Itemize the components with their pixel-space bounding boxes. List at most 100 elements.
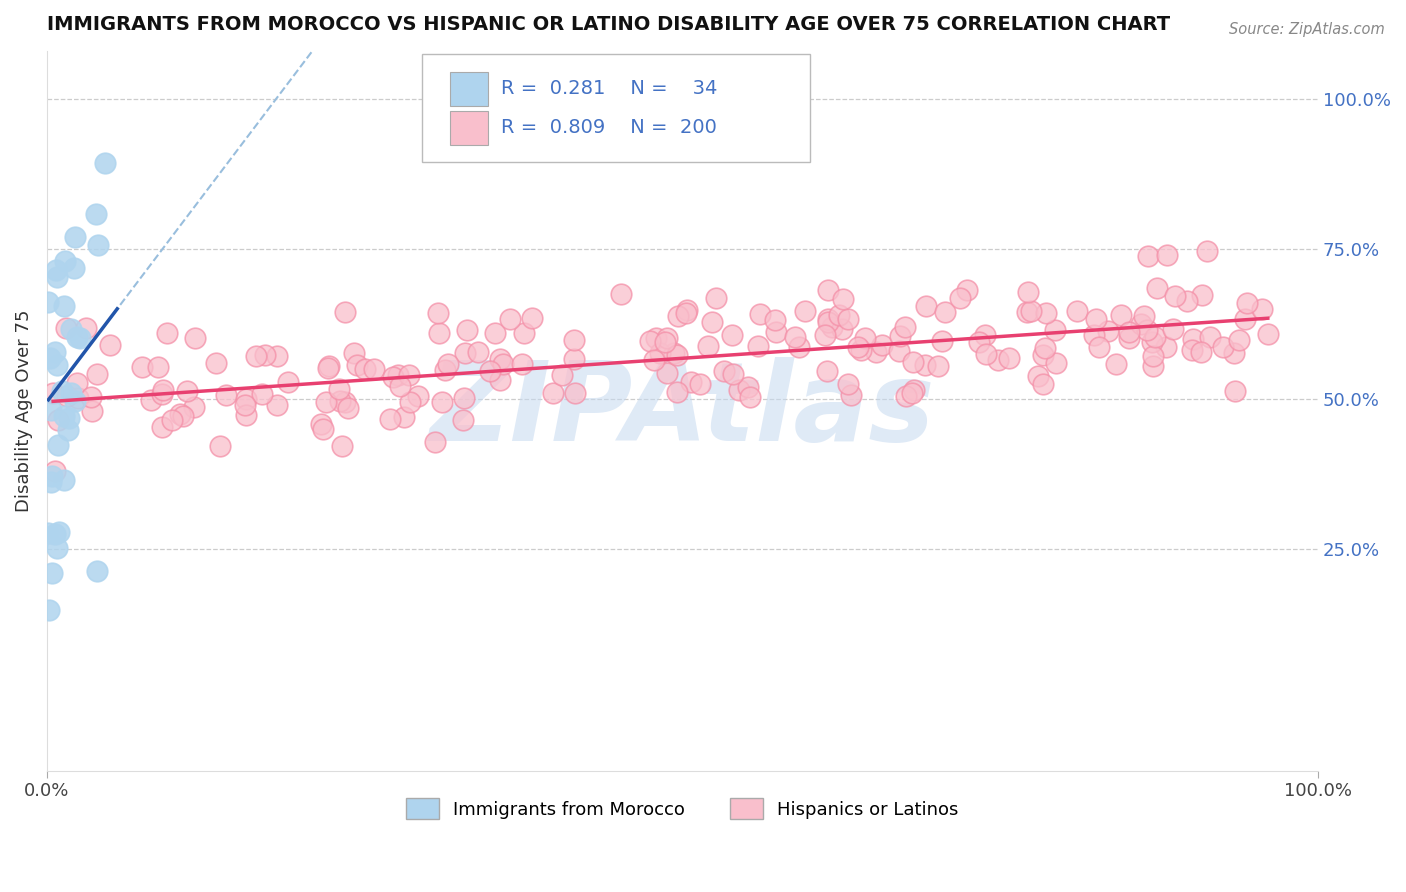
Point [1251,302,1274,317]
Point [1118,325,1140,339]
Point [853,331,876,345]
Point [82,404,104,418]
Point [44,464,66,478]
Point [1087,340,1109,354]
Point [380,412,402,426]
Point [949,292,972,306]
Point [700,315,723,329]
Point [654,335,676,350]
Point [1140,335,1163,350]
Point [392,409,415,424]
Point [250,386,273,401]
Point [38,351,60,366]
Point [183,401,205,415]
Point [183,331,205,345]
Point [1142,349,1164,363]
Point [640,334,662,348]
Point [564,386,586,401]
FancyBboxPatch shape [422,54,810,162]
Point [389,379,412,393]
Point [45,358,67,372]
Point [208,440,231,454]
Point [765,325,787,339]
Point [550,368,572,382]
Point [541,386,564,401]
Point [562,333,585,347]
Point [484,326,506,340]
Point [681,375,703,389]
Point [454,345,477,359]
Point [1105,357,1128,371]
Point [837,377,859,392]
Point [316,360,339,375]
Point [827,309,849,323]
Point [66,376,89,391]
Point [831,322,853,336]
Point [266,349,288,363]
Point [62,260,84,275]
Point [821,320,844,334]
Point [65,230,87,244]
Point [152,383,174,397]
Point [235,392,257,407]
Point [41,566,63,580]
Point [55,321,77,335]
Point [666,310,689,324]
Point [720,328,742,343]
Point [346,359,368,373]
Point [58,411,80,425]
Point [44,345,66,359]
Point [335,395,357,409]
Point [315,395,337,409]
Point [139,392,162,407]
Point [1111,308,1133,322]
Point [837,311,859,326]
Point [214,387,236,401]
Text: IMMIGRANTS FROM MOROCCO VS HISPANIC OR LATINO DISABILITY AGE OVER 75 CORRELATION: IMMIGRANTS FROM MOROCCO VS HISPANIC OR L… [46,15,1170,34]
Point [662,345,685,359]
Point [41,468,63,483]
Point [1182,332,1205,346]
Point [974,328,997,343]
Text: ZIPAtlas: ZIPAtlas [430,358,935,464]
Point [451,413,474,427]
Point [1146,280,1168,294]
Point [56,389,79,403]
Point [872,338,894,352]
Point [1015,305,1038,319]
Point [387,368,409,383]
Point [51,384,73,398]
Point [1085,311,1108,326]
Point [903,383,925,397]
Point [467,344,489,359]
Point [66,330,89,344]
Point [914,359,936,373]
Point [333,305,356,319]
Point [176,384,198,399]
Point [896,388,918,402]
Point [610,287,633,301]
Point [148,360,170,375]
Point [689,377,711,392]
Point [56,423,79,437]
Point [233,398,256,412]
Point [956,283,979,297]
Point [1043,323,1066,337]
Point [749,307,772,321]
Point [1033,341,1056,355]
Point [52,299,75,313]
Point [901,355,924,369]
Point [1161,322,1184,336]
Point [817,311,839,326]
Point [434,363,457,377]
Point [235,409,257,423]
Point [1234,312,1257,326]
Point [245,349,267,363]
Point [510,357,533,371]
Point [52,473,75,487]
Point [997,351,1019,366]
Point [1066,303,1088,318]
Point [846,340,869,354]
Point [1212,340,1234,354]
Point [794,304,817,318]
